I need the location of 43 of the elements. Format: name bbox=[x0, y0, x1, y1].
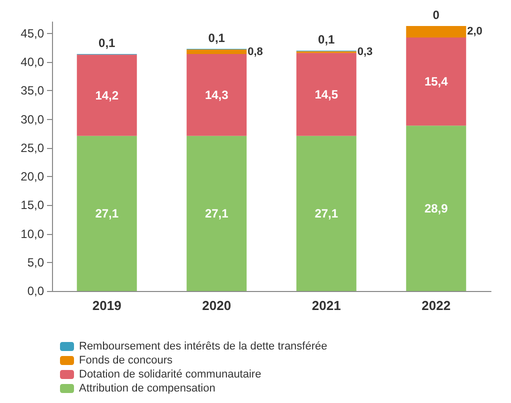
data-label: 0,1 bbox=[98, 36, 116, 50]
y-tick-label: 0,0 bbox=[27, 284, 44, 298]
data-label: 27,1 bbox=[314, 206, 338, 220]
bar bbox=[76, 54, 137, 136]
data-label: 0,3 bbox=[357, 46, 373, 58]
y-tick-label: 30,0 bbox=[20, 112, 44, 126]
y-tick-label: 45,0 bbox=[20, 26, 44, 40]
bar bbox=[186, 136, 247, 291]
x-tick-label: 2021 bbox=[312, 298, 341, 313]
x-tick-label: 2020 bbox=[202, 298, 232, 313]
y-tick-label: 40,0 bbox=[20, 55, 44, 70]
y-tick-label: 20,0 bbox=[20, 170, 44, 184]
bar bbox=[406, 126, 466, 291]
bar bbox=[406, 26, 466, 38]
data-label: 14,2 bbox=[95, 88, 119, 102]
data-label: 0,8 bbox=[248, 46, 263, 58]
data-label: 27,1 bbox=[204, 206, 229, 220]
y-tick-label: 35,0 bbox=[20, 84, 44, 98]
bar bbox=[186, 49, 247, 54]
bar bbox=[296, 52, 356, 136]
y-tick-label: 25,0 bbox=[20, 140, 44, 155]
bar bbox=[296, 136, 356, 291]
legend-label: Fonds de concours bbox=[79, 354, 174, 366]
data-label: 2,0 bbox=[467, 26, 482, 38]
y-tick-label: 15,0 bbox=[20, 198, 44, 212]
data-label: 14,3 bbox=[204, 88, 229, 102]
legend-label: Attribution de compensation bbox=[79, 382, 216, 394]
data-label: 0,1 bbox=[208, 30, 226, 45]
bar bbox=[76, 136, 137, 291]
data-label: 14,5 bbox=[314, 87, 338, 102]
legend-label: Remboursement des intérêts de la dette transférée bbox=[79, 340, 328, 352]
y-tick-label: 5,0 bbox=[27, 255, 44, 270]
data-label: 0 bbox=[432, 8, 440, 22]
y-tick-label: 10,0 bbox=[20, 226, 44, 241]
legend-label: Dotation de solidarité communautaire bbox=[79, 368, 262, 380]
data-label: 0,1 bbox=[318, 32, 336, 47]
bar bbox=[186, 54, 247, 136]
data-label: 28,9 bbox=[424, 201, 448, 216]
bar bbox=[406, 37, 466, 126]
x-tick-label: 2022 bbox=[422, 298, 451, 313]
x-tick-label: 2019 bbox=[92, 298, 122, 313]
data-label: 15,4 bbox=[424, 74, 448, 89]
data-label: 27,1 bbox=[95, 206, 119, 220]
